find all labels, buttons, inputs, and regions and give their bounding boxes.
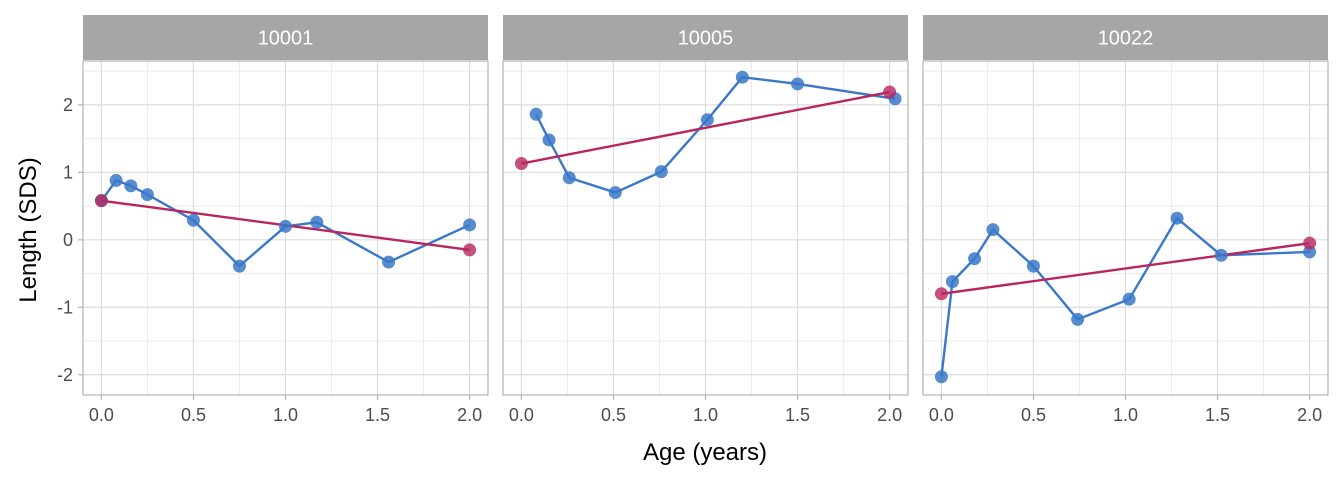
facet-strip xyxy=(83,15,488,60)
observed-point xyxy=(124,179,138,193)
observed-line xyxy=(535,75,896,194)
x-tick-label: 1.0 xyxy=(1113,405,1138,425)
facet-panel-10022: 10022 0.0 0.5 1.0 1.5 2.0 xyxy=(922,15,1329,425)
x-tick-label: 0.5 xyxy=(1021,405,1046,425)
facet-panel-10001: 10001 0.0 0.5 1.0 1.5 2.0 -2 -1 0 1 2 xyxy=(57,15,489,425)
x-tick-label: 1.5 xyxy=(785,405,810,425)
y-tick-label: 0 xyxy=(63,230,73,250)
fitted-point xyxy=(94,194,108,208)
observed-point xyxy=(109,173,123,187)
observed-point xyxy=(700,113,714,127)
x-tick-label: 0.5 xyxy=(601,405,626,425)
observed-line xyxy=(100,179,471,268)
fitted-point xyxy=(514,157,528,171)
fitted-point xyxy=(934,287,948,301)
facet-panel-10005: 10005 0.0 0.5 1.0 1.5 2.0 xyxy=(502,15,909,425)
x-tick-label: 1.5 xyxy=(1205,405,1230,425)
facet-strip-label: 10022 xyxy=(1098,28,1154,50)
fitted-point xyxy=(1303,236,1317,250)
facet-strip xyxy=(503,15,908,60)
observed-point xyxy=(529,107,543,121)
observed-point xyxy=(1122,292,1136,306)
observed-point xyxy=(463,218,477,232)
observed-point xyxy=(735,70,749,84)
x-tick-label: 0.0 xyxy=(509,405,534,425)
observed-point xyxy=(542,133,556,147)
observed-line xyxy=(940,217,1310,377)
facet-strip-label: 10005 xyxy=(678,28,734,50)
observed-point xyxy=(1026,259,1040,273)
observed-point xyxy=(382,255,396,269)
observed-point xyxy=(1170,211,1184,225)
x-tick-label: 0.0 xyxy=(89,405,114,425)
x-tick-label: 2.0 xyxy=(877,405,902,425)
observed-point xyxy=(968,252,982,266)
x-tick-label: 0.5 xyxy=(181,405,206,425)
x-tick-label: 2.0 xyxy=(457,405,482,425)
observed-point xyxy=(791,77,805,91)
y-tick-label: 1 xyxy=(63,162,73,182)
observed-point xyxy=(608,186,622,200)
x-tick-label: 1.0 xyxy=(273,405,298,425)
facet-strip-label: 10001 xyxy=(258,28,314,50)
facet-strip xyxy=(923,15,1328,60)
observed-point xyxy=(654,165,668,179)
observed-point xyxy=(310,215,324,229)
fitted-line xyxy=(521,90,890,165)
observed-point xyxy=(1214,248,1228,262)
fitted-line xyxy=(941,241,1310,295)
y-axis-title: Length (SDS) xyxy=(15,157,42,302)
observed-point xyxy=(186,213,200,227)
fitted-point xyxy=(463,243,477,257)
y-tick-label: 2 xyxy=(63,95,73,115)
x-tick-label: 1.5 xyxy=(365,405,390,425)
observed-point xyxy=(986,223,1000,237)
x-axis-title: Age (years) xyxy=(643,439,767,466)
observed-point xyxy=(934,370,948,384)
x-tick-label: 0.0 xyxy=(929,405,954,425)
observed-point xyxy=(140,188,154,202)
y-tick-label: -2 xyxy=(57,365,73,385)
observed-point xyxy=(945,275,959,289)
observed-point xyxy=(562,171,576,185)
x-tick-label: 1.0 xyxy=(693,405,718,425)
observed-point xyxy=(232,259,246,273)
y-tick-label: -1 xyxy=(57,297,73,317)
observed-point xyxy=(279,219,292,233)
x-tick-label: 2.0 xyxy=(1297,405,1322,425)
fitted-point xyxy=(883,85,897,99)
observed-point xyxy=(1071,312,1085,326)
